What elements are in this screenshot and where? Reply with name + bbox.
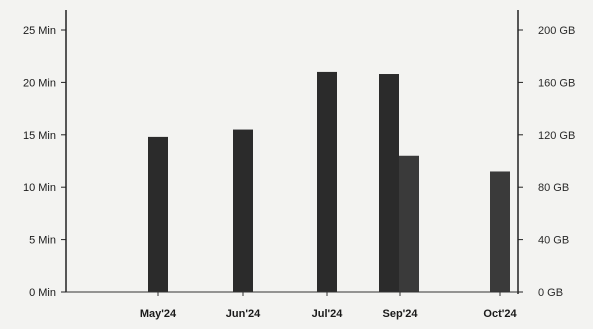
x-tick-label: Sep'24	[382, 308, 418, 320]
x-tick-label: Jul'24	[312, 308, 344, 320]
bars-group	[148, 71, 510, 293]
bar-gb	[490, 171, 510, 292]
bar-minutes	[233, 129, 253, 292]
right-tick-label: 160 GB	[538, 77, 575, 89]
right-tick-label: 80 GB	[538, 182, 569, 194]
axes-group: 0 Min 5 Min 10 Min 15 Min 20 Min 25 Min 0 GB 40…	[23, 10, 575, 320]
bar-minutes	[148, 136, 168, 292]
right-tick-label: 40 GB	[538, 235, 569, 247]
x-tick-label: Oct'24	[483, 308, 517, 320]
left-tick-label: 0 Min	[29, 287, 56, 299]
left-tick-label: 20 Min	[23, 77, 56, 89]
right-tick-label: 0 GB	[538, 287, 563, 299]
left-tick-label: 15 Min	[23, 130, 56, 142]
x-tick-label: May'24	[140, 308, 177, 320]
bar-minutes	[317, 71, 337, 292]
bar-gb	[399, 155, 419, 292]
right-tick-label: 120 GB	[538, 130, 575, 142]
left-tick-label: 10 Min	[23, 182, 56, 194]
right-tick-label: 200 GB	[538, 25, 575, 37]
bar-minutes	[379, 74, 399, 293]
left-tick-label: 25 Min	[23, 25, 56, 37]
x-tick-label: Jun'24	[226, 308, 261, 320]
left-tick-label: 5 Min	[29, 235, 56, 247]
